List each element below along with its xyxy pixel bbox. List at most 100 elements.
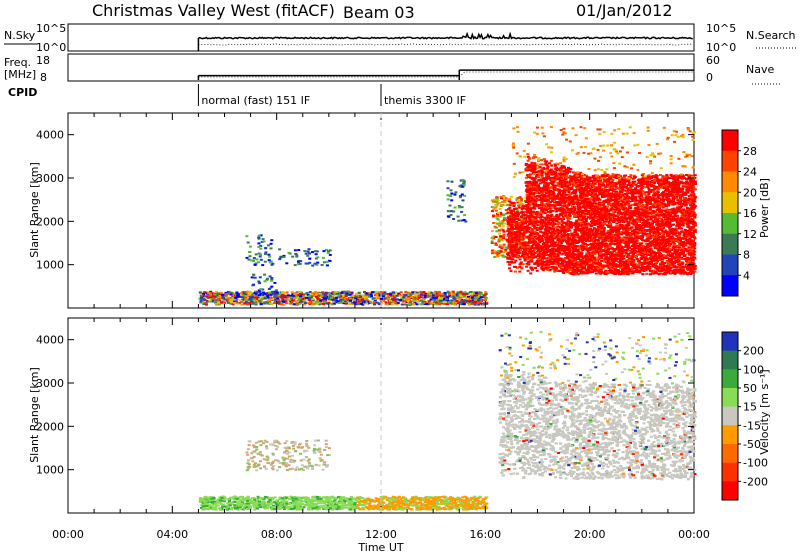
heatmap-cell	[279, 303, 283, 306]
heatmap-cell	[357, 303, 361, 306]
heatmap-cell	[211, 295, 215, 298]
heatmap-cell	[451, 303, 455, 305]
heatmap-cell	[239, 300, 243, 303]
heatmap-cell	[600, 259, 603, 262]
heatmap-cell	[609, 241, 613, 244]
heatmap-cell	[502, 235, 506, 238]
heatmap-cell	[259, 247, 263, 250]
heatmap-cell	[636, 247, 640, 250]
heatmap-cell	[372, 301, 376, 304]
heatmap-cell	[248, 245, 252, 248]
heatmap-cell	[422, 297, 426, 300]
heatmap-cell	[500, 214, 504, 217]
heatmap-cell	[387, 295, 391, 298]
heatmap-cell	[478, 302, 482, 305]
heatmap-cell	[504, 238, 508, 241]
heatmap-cell	[253, 295, 257, 298]
heatmap-cell	[217, 303, 221, 306]
heatmap-cell	[215, 292, 218, 295]
heatmap-cell	[679, 242, 683, 245]
heatmap-cell	[308, 261, 312, 264]
heatmap-cell	[239, 299, 243, 302]
heatmap-cell	[422, 299, 426, 302]
heatmap-cell	[368, 300, 372, 303]
heatmap-cell	[340, 301, 344, 304]
heatmap-cell	[407, 300, 410, 303]
heatmap-cell	[443, 293, 447, 296]
heatmap-cell	[523, 227, 527, 230]
heatmap-cell	[413, 291, 417, 294]
heatmap-cell	[517, 204, 521, 207]
heatmap-cell	[448, 295, 452, 298]
heatmap-cell	[552, 262, 556, 265]
heatmap-cell	[495, 217, 499, 220]
heatmap-cell	[328, 249, 332, 252]
heatmap-cell	[264, 253, 267, 256]
heatmap-cell	[513, 270, 517, 273]
heatmap-cell	[450, 296, 454, 298]
cpid-row: normal (fast) 151 IF themis 3300 IF	[197, 84, 466, 107]
heatmap-cell	[449, 194, 453, 197]
heatmap-cell	[409, 293, 413, 296]
heatmap-cell	[546, 232, 550, 235]
heatmap-cell	[500, 239, 504, 242]
heatmap-cell	[459, 179, 463, 182]
heatmap-cell	[458, 206, 461, 209]
heatmap-cell	[668, 272, 672, 275]
heatmap-cell	[525, 265, 529, 268]
heatmap-cell	[562, 252, 566, 255]
heatmap-cell	[562, 218, 566, 221]
heatmap-cell	[242, 294, 246, 297]
cpid-mode-label-1: themis 3300 IF	[384, 94, 466, 107]
heatmap-cell	[636, 260, 640, 263]
heatmap-cell	[537, 220, 541, 223]
heatmap-cell	[271, 298, 275, 301]
heatmap-cell	[327, 250, 330, 253]
heatmap-cell	[504, 246, 508, 249]
heatmap-cell	[312, 292, 316, 294]
heatmap-cell	[546, 214, 550, 217]
heatmap-cell	[516, 255, 520, 258]
heatmap-cell	[425, 303, 429, 306]
heatmap-cell	[506, 219, 510, 222]
heatmap-cell	[501, 204, 505, 206]
heatmap-cell	[199, 301, 203, 304]
heatmap-cell	[522, 244, 526, 247]
heatmap-cell	[453, 298, 457, 300]
heatmap-cell	[476, 301, 480, 304]
heatmap-cell	[494, 215, 498, 218]
heatmap-cell	[306, 301, 310, 304]
heatmap-cell	[661, 262, 665, 265]
heatmap-cell	[500, 246, 504, 249]
heatmap-cell	[601, 240, 605, 243]
nave-line	[198, 71, 694, 78]
heatmap-cell	[298, 295, 302, 298]
heatmap-cell	[465, 293, 469, 296]
heatmap-cell	[322, 299, 326, 302]
heatmap-cell	[508, 267, 511, 270]
heatmap-cell	[513, 237, 517, 240]
heatmap-cell	[326, 251, 330, 254]
heatmap-cell	[215, 303, 218, 306]
heatmap-cell	[270, 277, 274, 279]
heatmap-cell	[446, 215, 450, 218]
heatmap-cell	[508, 230, 511, 233]
heatmap-cell	[475, 297, 479, 300]
heatmap-cell	[432, 298, 436, 301]
heatmap-cell	[426, 301, 430, 304]
heatmap-cell	[275, 291, 279, 294]
heatmap-cell	[605, 249, 609, 252]
heatmap-cell	[607, 269, 611, 272]
heatmap-cell	[313, 250, 317, 253]
heatmap-cell	[668, 243, 672, 246]
heatmap-cell	[253, 263, 257, 266]
heatmap-cell	[387, 302, 391, 305]
heatmap-cell	[393, 296, 397, 299]
heatmap-cell	[519, 249, 522, 252]
heatmap-cell	[303, 302, 307, 305]
heatmap-cell	[497, 250, 501, 253]
heatmap-cell	[233, 293, 236, 296]
heatmap-cell	[224, 296, 228, 299]
heatmap-cell	[377, 292, 381, 295]
heatmap-cell	[651, 225, 655, 228]
